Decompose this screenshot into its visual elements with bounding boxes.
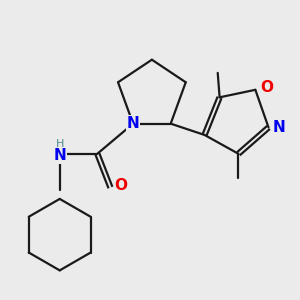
Text: N: N: [273, 120, 285, 135]
Text: H: H: [56, 140, 64, 149]
Text: N: N: [127, 116, 140, 131]
Text: O: O: [260, 80, 273, 95]
Text: N: N: [53, 148, 66, 163]
Text: O: O: [115, 178, 128, 193]
